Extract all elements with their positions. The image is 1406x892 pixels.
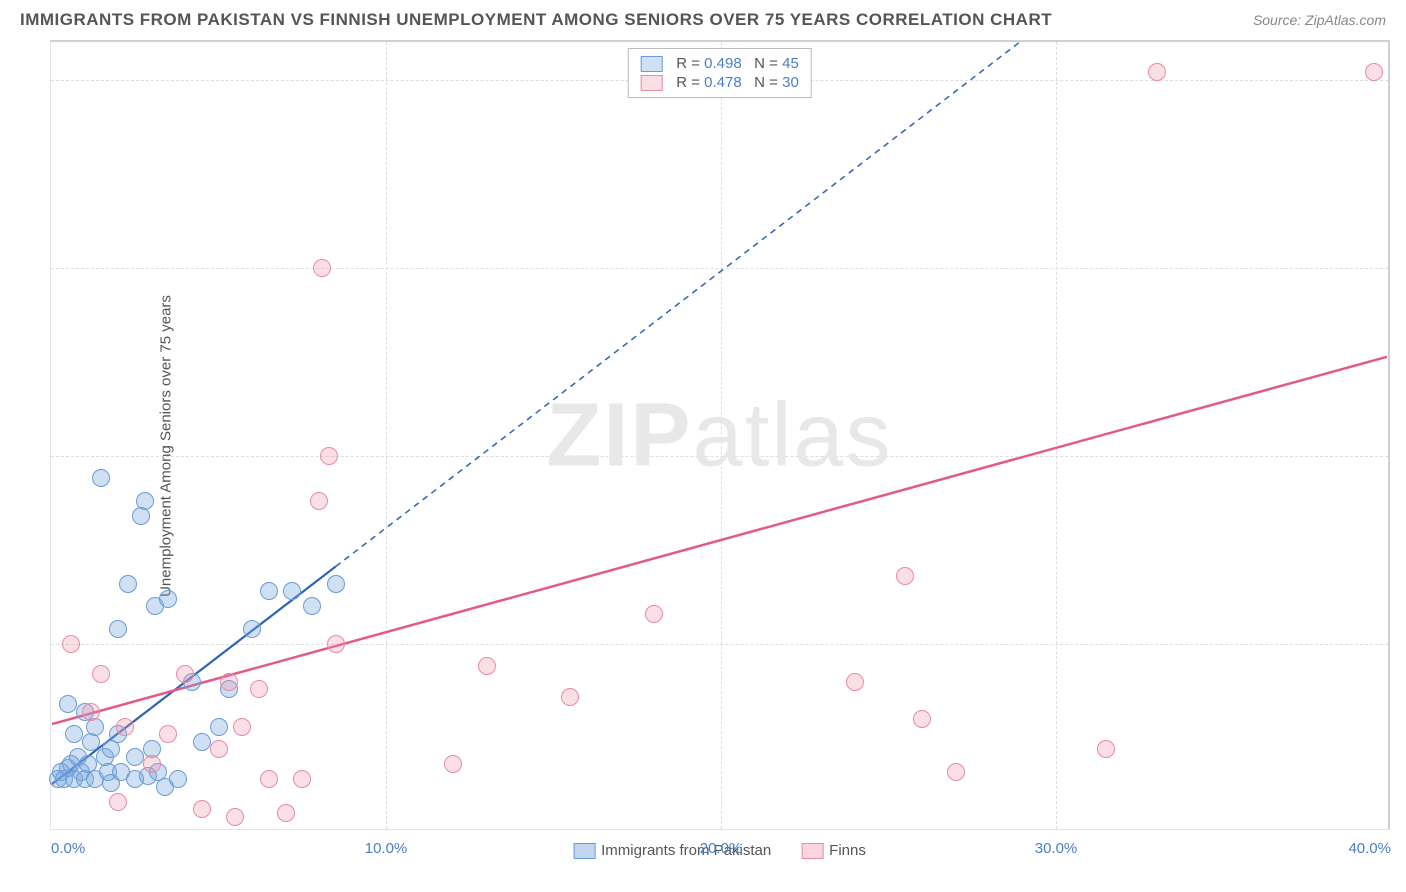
x-tick-label: 10.0% bbox=[365, 840, 408, 857]
y-tick-label: 25.0% bbox=[1398, 635, 1406, 652]
scatter-point bbox=[210, 740, 228, 758]
watermark-light: atlas bbox=[692, 385, 892, 485]
scatter-point bbox=[310, 492, 328, 510]
y-tick-label: 100.0% bbox=[1398, 71, 1406, 88]
x-tick-label: 0.0% bbox=[51, 840, 85, 857]
legend-stats-text: R = 0.478 N = 30 bbox=[676, 74, 799, 91]
scatter-point bbox=[913, 710, 931, 728]
gridline-horizontal bbox=[51, 456, 1388, 457]
source-attribution: Source: ZipAtlas.com bbox=[1253, 12, 1386, 28]
legend-stats-text: R = 0.498 N = 45 bbox=[676, 55, 799, 72]
scatter-point bbox=[260, 770, 278, 788]
scatter-point bbox=[327, 575, 345, 593]
scatter-point bbox=[478, 657, 496, 675]
scatter-point bbox=[303, 597, 321, 615]
scatter-point bbox=[313, 259, 331, 277]
scatter-point bbox=[220, 673, 238, 691]
scatter-point bbox=[250, 680, 268, 698]
scatter-point bbox=[143, 755, 161, 773]
correlation-legend: R = 0.498 N = 45 R = 0.478 N = 30 bbox=[627, 48, 812, 98]
scatter-point bbox=[1148, 63, 1166, 81]
scatter-point bbox=[82, 733, 100, 751]
scatter-point bbox=[947, 763, 965, 781]
chart-container: IMMIGRANTS FROM PAKISTAN VS FINNISH UNEM… bbox=[0, 0, 1406, 892]
scatter-point bbox=[327, 635, 345, 653]
y-tick-label: 75.0% bbox=[1398, 259, 1406, 276]
legend-row: R = 0.498 N = 45 bbox=[640, 55, 799, 72]
scatter-point bbox=[645, 605, 663, 623]
scatter-point bbox=[92, 469, 110, 487]
scatter-point bbox=[293, 770, 311, 788]
x-legend-item: Finns bbox=[801, 842, 866, 859]
scatter-point bbox=[59, 695, 77, 713]
y-tick-label: 50.0% bbox=[1398, 447, 1406, 464]
scatter-point bbox=[846, 673, 864, 691]
legend-swatch bbox=[640, 75, 662, 91]
scatter-point bbox=[126, 748, 144, 766]
trend-lines-layer bbox=[51, 42, 1388, 829]
x-legend-label: Finns bbox=[829, 842, 866, 859]
legend-row: R = 0.478 N = 30 bbox=[640, 74, 799, 91]
scatter-point bbox=[109, 620, 127, 638]
scatter-point bbox=[169, 770, 187, 788]
x-legend-label: Immigrants from Pakistan bbox=[601, 842, 771, 859]
scatter-point bbox=[444, 755, 462, 773]
gridline-horizontal bbox=[51, 644, 1388, 645]
x-tick-label: 20.0% bbox=[700, 840, 743, 857]
scatter-point bbox=[159, 590, 177, 608]
scatter-point bbox=[82, 703, 100, 721]
scatter-point bbox=[65, 725, 83, 743]
watermark: ZIPatlas bbox=[546, 384, 892, 487]
scatter-point bbox=[132, 507, 150, 525]
scatter-point bbox=[116, 718, 134, 736]
scatter-point bbox=[136, 492, 154, 510]
scatter-point bbox=[243, 620, 261, 638]
scatter-point bbox=[260, 582, 278, 600]
scatter-point bbox=[119, 575, 137, 593]
scatter-point bbox=[109, 793, 127, 811]
scatter-point bbox=[1097, 740, 1115, 758]
x-tick-label: 40.0% bbox=[1348, 840, 1391, 857]
legend-swatch bbox=[640, 56, 662, 72]
x-tick-label: 30.0% bbox=[1035, 840, 1078, 857]
plot-area: ZIPatlas R = 0.498 N = 45 R = 0.478 N = 3… bbox=[50, 40, 1390, 830]
gridline-vertical bbox=[721, 42, 722, 829]
gridline-horizontal bbox=[51, 268, 1388, 269]
legend-swatch bbox=[573, 843, 595, 859]
scatter-point bbox=[176, 665, 194, 683]
gridline-vertical bbox=[386, 42, 387, 829]
scatter-point bbox=[896, 567, 914, 585]
legend-swatch bbox=[801, 843, 823, 859]
scatter-point bbox=[233, 718, 251, 736]
scatter-point bbox=[62, 635, 80, 653]
gridline-vertical bbox=[1056, 42, 1057, 829]
chart-title: IMMIGRANTS FROM PAKISTAN VS FINNISH UNEM… bbox=[20, 10, 1052, 30]
scatter-point bbox=[159, 725, 177, 743]
scatter-point bbox=[92, 665, 110, 683]
watermark-bold: ZIP bbox=[546, 385, 692, 485]
scatter-point bbox=[193, 733, 211, 751]
scatter-point bbox=[283, 582, 301, 600]
scatter-point bbox=[210, 718, 228, 736]
scatter-point bbox=[226, 808, 244, 826]
scatter-point bbox=[561, 688, 579, 706]
scatter-point bbox=[277, 804, 295, 822]
scatter-point bbox=[320, 447, 338, 465]
scatter-point bbox=[193, 800, 211, 818]
scatter-point bbox=[1365, 63, 1383, 81]
